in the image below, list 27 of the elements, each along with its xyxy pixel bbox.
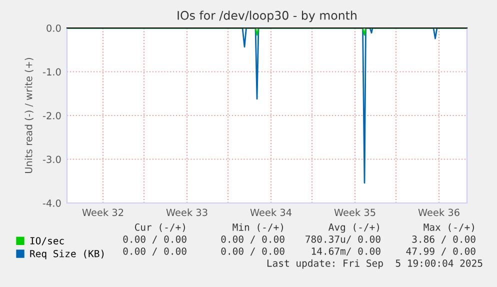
y-tick-label: 0.0 (46, 24, 61, 32)
text: 780.37u/ 0.00 (306, 235, 380, 244)
text: Max (-/+) (424, 223, 474, 232)
text: 0.00 / 0.00 (123, 235, 186, 244)
x-tick-label: Week 32 (82, 208, 124, 216)
text: 0.00 / 0.00 (123, 247, 186, 256)
y-tick-label: -3.0 (42, 156, 61, 164)
x-tick-label: Week 34 (250, 208, 292, 216)
text: 0.00 / 0.00 (221, 235, 284, 244)
y-tick-label: -2.0 (42, 112, 61, 120)
x-tick-label: Week 35 (334, 208, 376, 216)
text: 3.86 / 0.00 (412, 235, 476, 244)
legend-label: IO/sec (30, 237, 64, 246)
y-tick-label: -4.0 (42, 199, 61, 207)
legend-label: Req Size (KB) (30, 250, 104, 260)
y-tick-label: -1.0 (42, 68, 61, 76)
y-axis-title: Units read (-) / write (+) (24, 58, 34, 174)
x-tick-label: Week 33 (166, 208, 208, 216)
text: Cur (-/+) (134, 223, 185, 232)
text: 14.67m/ 0.00 (312, 247, 380, 256)
x-tick-label: Week 36 (418, 208, 460, 216)
text: 0.00 / 0.00 (221, 247, 284, 256)
chart-title: IOs for /dev/loop30 - by month (178, 10, 356, 22)
text: Min (-/+) (232, 223, 283, 232)
text: Last update: Fri Sep 5 19:00:04 2025 (267, 259, 482, 269)
text: 47.99 / 0.00 (406, 247, 476, 256)
text: Avg (-/+) (328, 223, 379, 233)
